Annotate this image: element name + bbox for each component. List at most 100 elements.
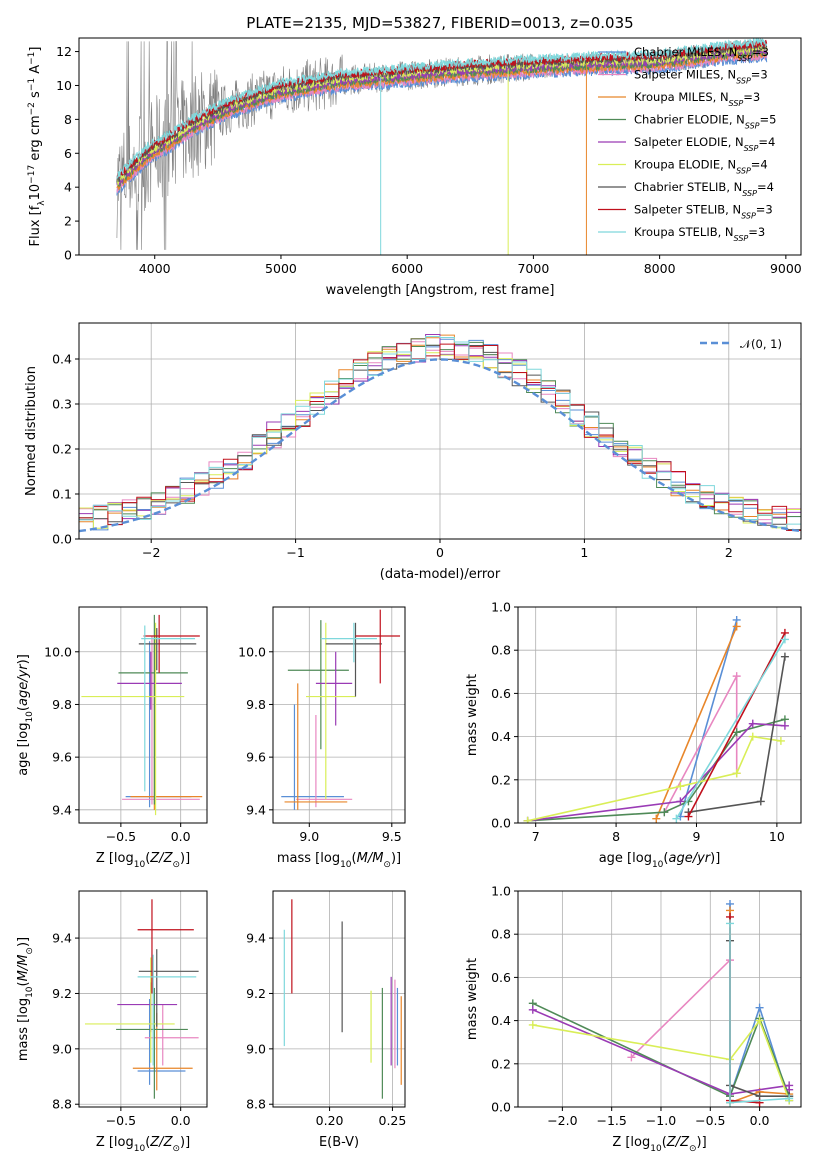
x-tick-label: 6000: [391, 261, 423, 276]
y-tick-label: 9.4: [52, 931, 72, 946]
legend-label-text: Salpeter STELIB, N: [634, 203, 741, 217]
y-tick-label: 0.2: [491, 1056, 511, 1071]
weight-marker: [780, 635, 789, 644]
histogram-legend: 𝒩(0, 1): [700, 337, 782, 351]
age-vs-Z-frame: [78, 606, 208, 824]
weight-marker: [732, 622, 741, 631]
xlabel-part: wavelength [Angstrom, rest frame]: [326, 283, 555, 298]
y-tick-label: 9.8: [52, 697, 72, 712]
weight-line: [729, 916, 760, 1104]
x-tick-label: −0.5: [106, 829, 136, 844]
y-tick-label: 9.6: [52, 750, 72, 765]
y-tick-label: 1.0: [491, 884, 511, 899]
x-tick-label: 7000: [517, 261, 549, 276]
spectrum-frame: [78, 37, 802, 256]
xlabel-part: (: [662, 1135, 667, 1150]
x-tick-label: 9: [693, 829, 701, 844]
x-tick-label: −2: [142, 545, 160, 560]
mass-weight-vs-age-frame: [517, 606, 802, 824]
weight-line: [687, 632, 786, 817]
residual-histogram-xlabel: (data-model)/error: [380, 567, 501, 582]
ylabel-part: erg cm: [28, 115, 43, 164]
ylabel-part: −2: [27, 102, 37, 115]
weight-marker: [780, 652, 789, 661]
mass-vs-Z-ylabel: mass [log10(M/M⊙)]: [16, 937, 35, 1061]
residual-histogram-plot-area: [79, 334, 801, 539]
legend-label-tail: =3: [752, 45, 769, 59]
ylabel-part: λ: [37, 200, 47, 206]
mass-vs-Z-plot-area: [84, 899, 199, 1099]
weight-marker: [660, 808, 669, 817]
weight-line: [527, 735, 782, 822]
y-tick-label: 0.4: [52, 352, 72, 367]
y-tick-label: 8.8: [246, 1097, 266, 1112]
y-tick-label: 0.0: [52, 532, 72, 547]
legend-label-tail: =5: [760, 113, 777, 127]
y-tick-label: 8.8: [52, 1097, 72, 1112]
ylabel-part: age/yr: [16, 663, 31, 706]
legend-label: 𝒩(0, 1): [740, 337, 782, 351]
age-vs-mass-frame: [272, 606, 406, 824]
xlabel-part: )]: [180, 851, 190, 866]
histogram-step: [79, 334, 801, 539]
xlabel-part: 10: [650, 1144, 662, 1154]
weight-marker: [528, 1005, 537, 1014]
ylabel-part: (: [16, 706, 31, 711]
weight-marker: [627, 1053, 636, 1062]
xlabel-part: (: [663, 851, 668, 866]
ylabel-part: Normed distribution: [24, 366, 39, 496]
mass-weight-vs-Z-frame: [517, 890, 802, 1108]
x-tick-label: 0.0: [750, 1113, 770, 1128]
legend-label-tail: =3: [756, 203, 773, 217]
xlabel-part: 10: [134, 1144, 146, 1154]
mass-weight-vs-Z-xlabel: Z [log10(Z/Z⊙)]: [612, 1135, 706, 1154]
y-tick-label: 0.8: [491, 643, 511, 658]
x-tick-label: 0.25: [379, 1113, 407, 1128]
legend-label-text: Kroupa ELODIE, N: [634, 158, 736, 172]
mass-weight-vs-Z-ylabel: mass weight: [465, 958, 480, 1040]
y-tick-label: 12: [56, 44, 72, 59]
weight-marker: [732, 769, 741, 778]
y-tick-label: 0.0: [491, 1100, 511, 1115]
spectrum-xlabel: wavelength [Angstrom, rest frame]: [326, 283, 555, 298]
xlabel-part: )]: [710, 851, 720, 866]
legend-label-sub: SSP: [742, 189, 757, 198]
mass-vs-EBV-plot-area: [283, 899, 402, 1099]
x-tick-label: 7: [532, 829, 540, 844]
age-vs-Z-axes: −0.5 0.0 9.4 9.6 9.8 10.0: [44, 606, 208, 844]
xlabel-part: )]: [391, 851, 401, 866]
weight-marker: [755, 1003, 764, 1012]
x-tick-label: 1: [580, 545, 588, 560]
xlabel-part: (: [352, 851, 357, 866]
xlabel-part: Z [log: [96, 851, 134, 866]
xlabel-part: (: [145, 1135, 150, 1150]
y-tick-label: 9.4: [246, 802, 266, 817]
legend-label-sub: SSP: [737, 54, 752, 63]
age-vs-Z-xlabel: Z [log10(Z/Z⊙)]: [96, 851, 190, 870]
ylabel-part: −17: [27, 165, 37, 184]
spectrum-plot-area: [116, 38, 768, 255]
legend-label: Salpeter MILES, NSSP=3: [634, 68, 768, 86]
x-tick-label: 0.0: [171, 1113, 191, 1128]
age-vs-Z-ylabel: age [log10(age/yr)]: [16, 654, 35, 776]
age-vs-Z-plot-area: [81, 614, 203, 816]
ylabel-part: age [log: [16, 723, 31, 776]
x-tick-label: −1.5: [596, 1113, 626, 1128]
x-tick-label: 9.0: [299, 829, 319, 844]
legend-label-tail: =3: [743, 90, 760, 104]
y-tick-label: 10.0: [44, 644, 72, 659]
xlabel-part: E(B-V): [319, 1135, 359, 1150]
ylabel-part: )]: [16, 937, 31, 947]
weight-marker: [676, 782, 685, 791]
xlabel-part: Z [log: [612, 1135, 650, 1150]
weight-marker: [776, 736, 785, 745]
y-tick-label: 0.2: [52, 442, 72, 457]
weight-marker: [748, 719, 757, 728]
legend-label-text: Salpeter ELODIE, N: [634, 135, 744, 149]
weight-line: [675, 638, 786, 820]
x-tick-label: −1.0: [646, 1113, 676, 1128]
xlabel-part: 10: [652, 860, 664, 870]
ylabel-part: 10: [25, 986, 35, 998]
xlabel-part: Z [log: [96, 1135, 134, 1150]
y-tick-label: 9.6: [246, 750, 266, 765]
